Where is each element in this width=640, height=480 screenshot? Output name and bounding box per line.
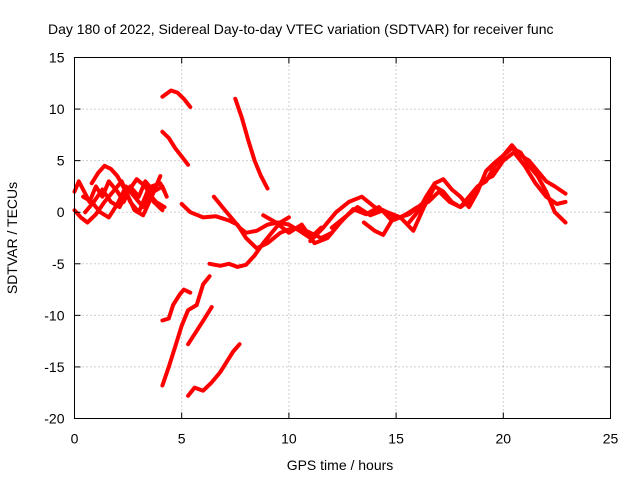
series-line-arc-7 [160, 129, 191, 167]
y-tick-label: -10 [44, 307, 64, 323]
y-axis-label: SDTVAR / TECUs [4, 182, 20, 294]
x-axis-label: GPS time / hours [287, 457, 394, 473]
series-group [72, 88, 568, 398]
series-line-arc-5 [81, 181, 167, 220]
x-tick-label: 20 [496, 431, 512, 447]
y-tick-label: -15 [44, 359, 64, 375]
series-line-arc-13 [160, 274, 212, 388]
series-line-arc-14 [186, 342, 242, 398]
y-tick-label: -5 [52, 256, 65, 272]
x-tick-label: 15 [388, 431, 404, 447]
series-line-arc-15 [186, 305, 214, 347]
y-tick-label: -20 [44, 411, 64, 427]
y-tick-label: 15 [49, 50, 65, 66]
series-line-arc-18 [329, 202, 424, 230]
x-tick-label: 25 [603, 431, 619, 447]
series-line-arc-11 [207, 215, 291, 269]
grid [74, 57, 611, 419]
x-tick-label: 5 [178, 431, 186, 447]
series-line-arc-3 [89, 163, 163, 218]
tick-labels: 0 5 10 15 20 25 -20 -15 -10 -5 0 5 10 15 [44, 50, 618, 447]
axis-ticks [74, 57, 611, 419]
y-tick-label: 5 [57, 153, 65, 169]
series-line-arc-20 [407, 143, 568, 225]
chart-title: Day 180 of 2022, Sidereal Day-to-day VTE… [48, 21, 554, 37]
series-line-arc-9 [233, 96, 270, 191]
x-tick-label: 10 [281, 431, 297, 447]
series-line-arc-17 [308, 194, 416, 244]
series-line-arc-21 [426, 150, 568, 210]
y-tick-label: 10 [49, 101, 65, 117]
plot-frame [74, 57, 611, 419]
series-line-arc-12 [160, 287, 193, 323]
series-line-arc-10 [211, 194, 324, 240]
series-line-arc-6 [160, 88, 193, 109]
series-line-arc-19 [361, 146, 568, 237]
y-tick-label: 0 [57, 204, 65, 220]
x-tick-label: 0 [71, 431, 79, 447]
